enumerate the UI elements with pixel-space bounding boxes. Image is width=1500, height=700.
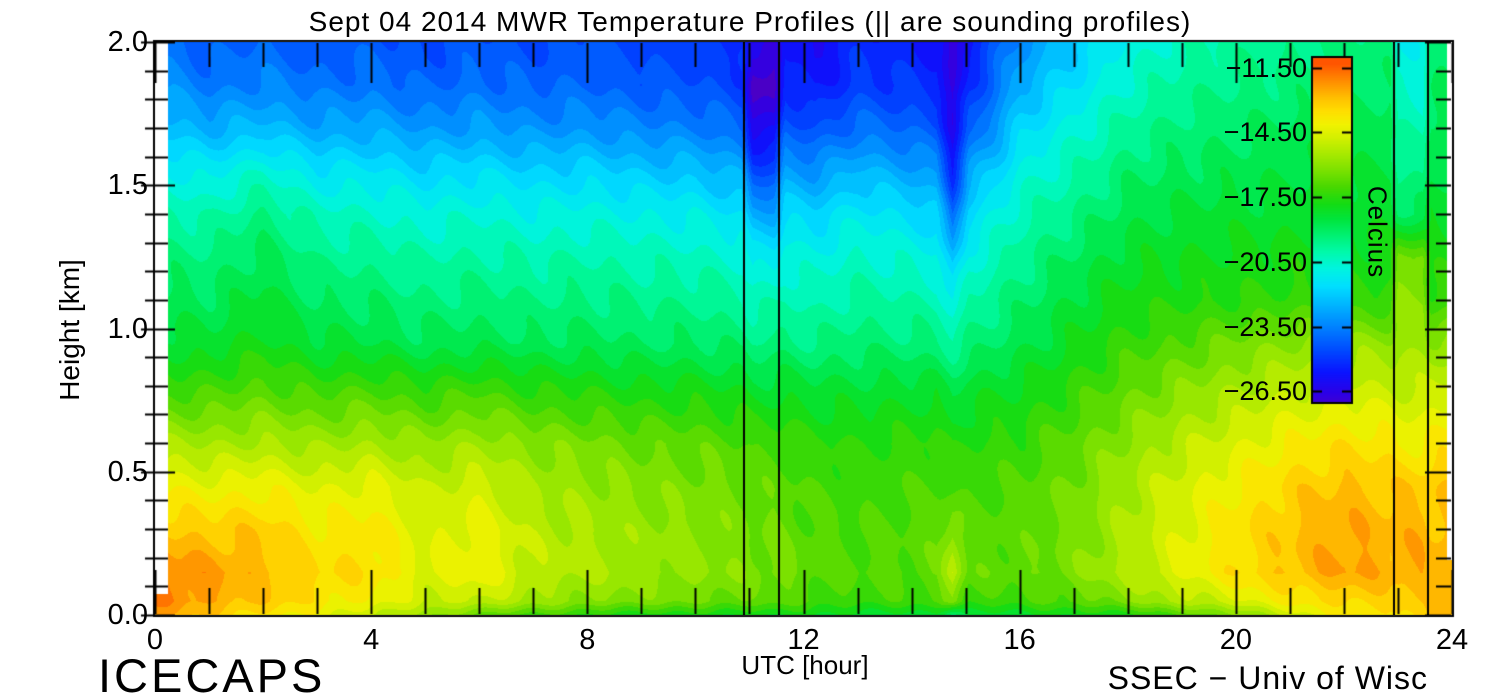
- y-tick-label: 1.5: [107, 169, 148, 202]
- x-tick-label: 12: [787, 624, 820, 656]
- x-tick-label: 24: [1435, 624, 1469, 656]
- x-tick-label: 0: [146, 624, 164, 656]
- colorbar-tick-label: −23.50: [1223, 311, 1307, 342]
- colorbar-tick-label: −20.50: [1223, 246, 1307, 277]
- colorbar-tick-label: −26.50: [1223, 376, 1307, 407]
- y-tick-label: 0.5: [107, 455, 148, 488]
- credit-ssec: SSEC − Univ of Wisc: [1107, 660, 1428, 696]
- x-tick-label: 16: [1003, 624, 1036, 656]
- y-tick-label: 2.0: [107, 26, 148, 58]
- colorbar-tick-label: −17.50: [1223, 182, 1307, 213]
- y-tick-label: 0.0: [107, 599, 148, 631]
- colorbar-title: Celcius: [1362, 185, 1393, 279]
- x-tick-label: 4: [363, 624, 380, 656]
- chart-title: Sept 04 2014 MWR Temperature Profiles (|…: [308, 6, 1192, 37]
- colorbar-tick-label: −14.50: [1223, 117, 1307, 148]
- colorbar-tick-label: −11.50: [1225, 52, 1307, 83]
- x-axis-label: UTC [hour]: [741, 650, 869, 680]
- y-tick-label: 1.0: [107, 312, 148, 345]
- project-name-icecaps: ICECAPS: [98, 649, 326, 700]
- x-tick-label: 20: [1219, 624, 1252, 656]
- x-tick-label: 8: [579, 624, 596, 656]
